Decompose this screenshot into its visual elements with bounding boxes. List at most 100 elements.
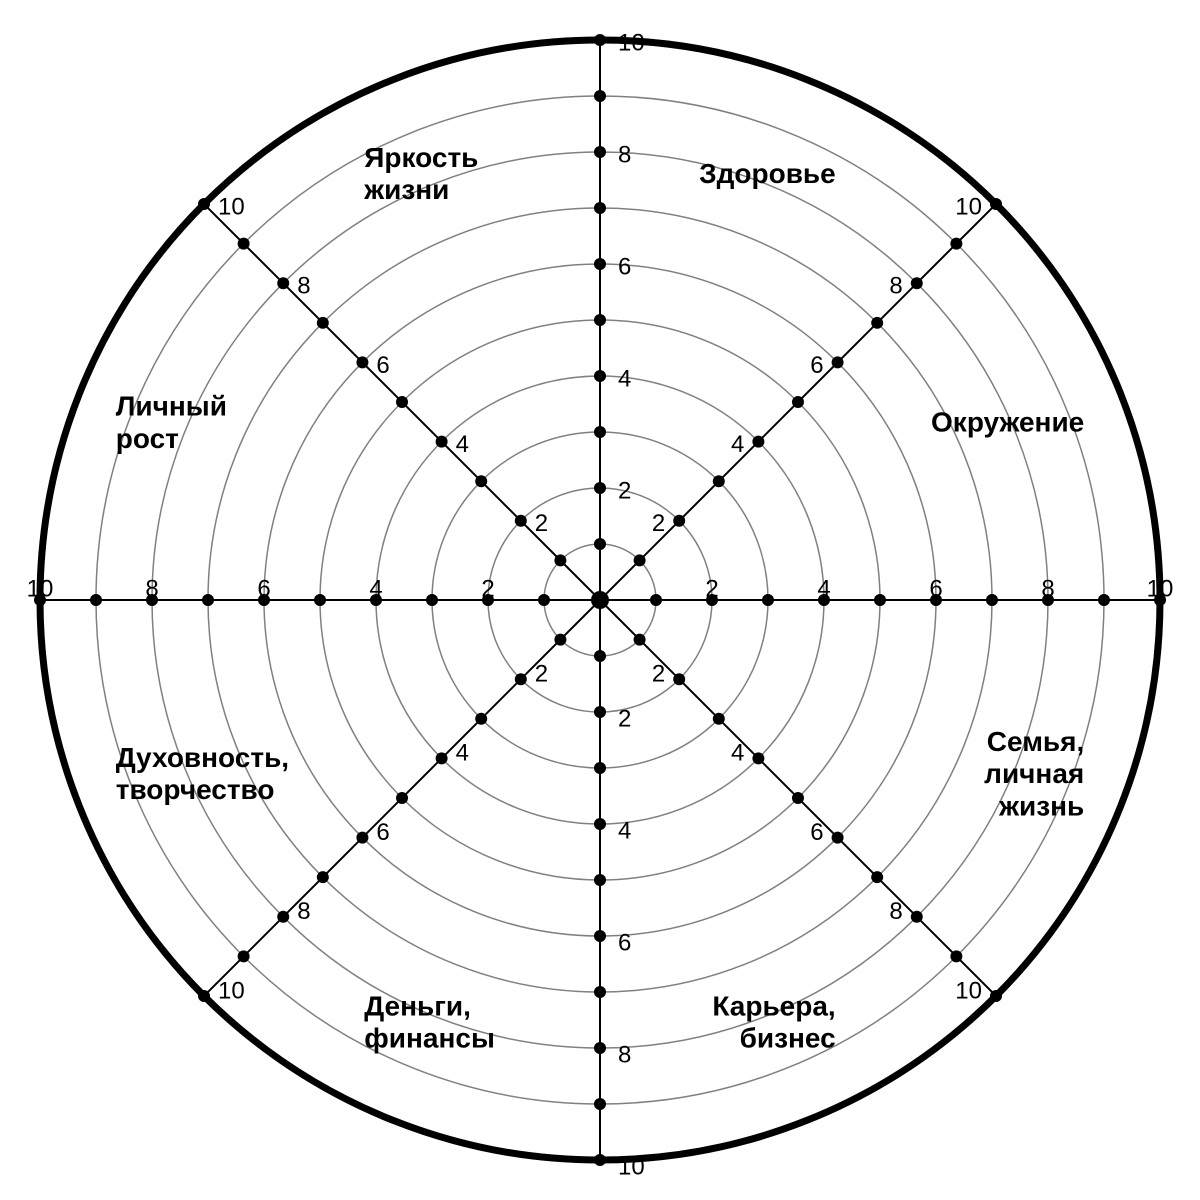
grid-dot: [317, 317, 329, 329]
tick-label: 2: [618, 705, 631, 732]
grid-dot: [554, 554, 566, 566]
grid-dot: [594, 1098, 606, 1110]
sector-label: творчество: [116, 774, 275, 805]
grid-dot: [436, 752, 448, 764]
grid-dot: [515, 515, 527, 527]
sector-label: Семья,: [987, 726, 1084, 757]
tick-label: 6: [618, 253, 631, 280]
grid-dot: [594, 538, 606, 550]
tick-label: 6: [257, 575, 270, 602]
tick-label: 4: [369, 575, 382, 602]
tick-label: 8: [297, 273, 310, 300]
grid-dot: [874, 594, 886, 606]
sector-label: жизни: [363, 174, 449, 205]
grid-dot: [202, 594, 214, 606]
grid-dot: [594, 90, 606, 102]
tick-label: 8: [889, 898, 902, 925]
tick-label: 6: [810, 819, 823, 846]
tick-label: 10: [618, 29, 645, 56]
tick-label: 8: [145, 575, 158, 602]
sector-label: Карьера,: [712, 991, 835, 1022]
sector-label: рост: [116, 423, 179, 454]
tick-label: 2: [652, 661, 665, 688]
grid-dot: [198, 198, 210, 210]
grid-dot: [986, 594, 998, 606]
sector-label: финансы: [364, 1023, 495, 1054]
grid-dot: [356, 356, 368, 368]
tick-label: 4: [618, 817, 631, 844]
grid-dot: [356, 832, 368, 844]
sector-label: Личный: [116, 391, 227, 422]
grid-dot: [90, 594, 102, 606]
grid-dot: [277, 277, 289, 289]
tick-label: 4: [731, 431, 744, 458]
sector-label: Деньги,: [364, 991, 471, 1022]
tick-label: 4: [456, 740, 469, 767]
grid-dot: [515, 673, 527, 685]
grid-dot: [950, 950, 962, 962]
grid-dot: [594, 986, 606, 998]
grid-dot: [594, 34, 606, 46]
grid-dot: [594, 1154, 606, 1166]
grid-dot: [752, 436, 764, 448]
grid-dot: [713, 713, 725, 725]
tick-label: 2: [535, 510, 548, 537]
grid-dot: [650, 594, 662, 606]
tick-label: 6: [376, 352, 389, 379]
grid-dot: [475, 713, 487, 725]
grid-dot: [634, 634, 646, 646]
grid-dot: [238, 950, 250, 962]
grid-dot: [538, 594, 550, 606]
grid-dot: [314, 594, 326, 606]
grid-dot: [762, 594, 774, 606]
tick-label: 8: [618, 1041, 631, 1068]
grid-dot: [594, 314, 606, 326]
grid-dot: [594, 650, 606, 662]
grid-dot: [594, 1042, 606, 1054]
grid-dot: [594, 258, 606, 270]
tick-label: 10: [218, 193, 245, 220]
grid-dot: [436, 436, 448, 448]
grid-dot: [396, 792, 408, 804]
tick-label: 2: [652, 510, 665, 537]
tick-label: 8: [889, 273, 902, 300]
grid-dot: [594, 370, 606, 382]
grid-dot: [673, 515, 685, 527]
grid-dot: [950, 238, 962, 250]
grid-dot: [594, 762, 606, 774]
grid-dot: [990, 198, 1002, 210]
sector-label: Окружение: [931, 407, 1084, 438]
grid-dot: [594, 930, 606, 942]
tick-label: 10: [955, 977, 982, 1004]
grid-dot: [554, 634, 566, 646]
grid-dot: [634, 554, 646, 566]
sector-label: жизнь: [998, 790, 1084, 821]
tick-label: 8: [618, 141, 631, 168]
grid-dot: [990, 990, 1002, 1002]
grid-dot: [594, 146, 606, 158]
grid-dot: [752, 752, 764, 764]
life-balance-wheel: 2468102468102468102468102468102468102468…: [0, 0, 1200, 1200]
grid-dot: [594, 818, 606, 830]
tick-label: 2: [535, 661, 548, 688]
grid-dot: [832, 356, 844, 368]
grid-dot: [238, 238, 250, 250]
tick-label: 2: [481, 575, 494, 602]
sector-label: Яркость: [364, 142, 478, 173]
tick-label: 10: [1147, 575, 1174, 602]
sector-label: Духовность,: [116, 742, 289, 773]
tick-label: 2: [618, 477, 631, 504]
grid-dot: [713, 475, 725, 487]
grid-dot: [594, 706, 606, 718]
sector-label: Здоровье: [699, 158, 836, 189]
grid-dot: [475, 475, 487, 487]
grid-dot: [832, 832, 844, 844]
tick-label: 6: [810, 352, 823, 379]
tick-label: 2: [705, 575, 718, 602]
tick-label: 6: [618, 929, 631, 956]
tick-label: 8: [1041, 575, 1054, 602]
grid-dot: [594, 482, 606, 494]
grid-dot: [198, 990, 210, 1002]
grid-dot: [871, 317, 883, 329]
grid-dot: [594, 202, 606, 214]
